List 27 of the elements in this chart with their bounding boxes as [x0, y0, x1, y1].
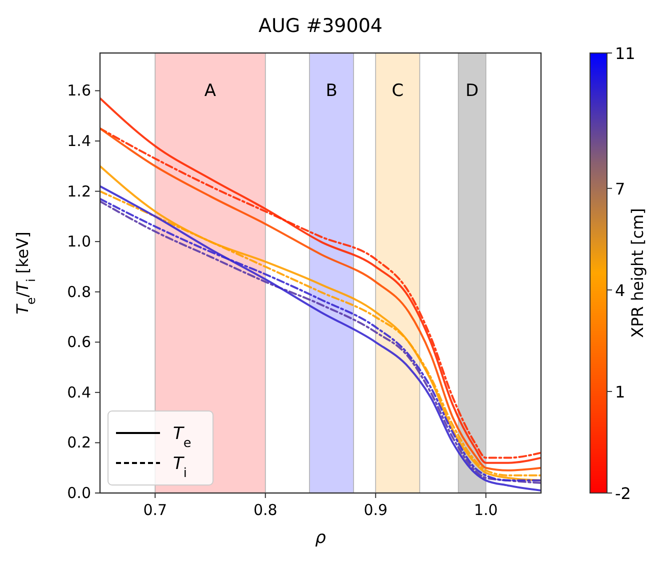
- color-bar-label: 7: [615, 179, 626, 198]
- x-tick-label: 0.7: [143, 501, 168, 519]
- color-bar-label: 11: [615, 44, 636, 63]
- y-tick-label: 0.2: [67, 434, 91, 452]
- x-tick-label: 0.8: [253, 501, 278, 519]
- y-tick-label: 0.4: [67, 383, 91, 402]
- x-tick-label: 0.9: [364, 501, 388, 519]
- color-bar-label: -2: [615, 484, 631, 503]
- y-tick-label: 1.4: [67, 132, 91, 150]
- color-bar-label: 1: [615, 382, 626, 402]
- band-label: D: [466, 81, 479, 101]
- color-bar-label: 4: [615, 280, 626, 300]
- y-tick-label: 0.0: [67, 484, 91, 502]
- legend-label: T$_{i}$: [173, 454, 187, 480]
- legend-label: T$_{e}$: [173, 424, 192, 450]
- y-tick-label: 1.2: [67, 182, 91, 200]
- y-tick-label: 0.6: [67, 333, 91, 352]
- y-tick-label: 0.8: [67, 282, 91, 301]
- chart-title: AUG #39004: [258, 15, 383, 37]
- color-bar-title: XPR height [cm]: [628, 208, 647, 338]
- band-label: B: [326, 81, 338, 101]
- y-tick-label: 1.6: [67, 82, 91, 100]
- x-tick-label: 1.0: [474, 501, 498, 519]
- y-tick-label: 1.0: [67, 232, 91, 251]
- band-label: C: [392, 81, 404, 101]
- band-label: A: [204, 81, 216, 101]
- x-axis-title: ρ: [315, 528, 326, 548]
